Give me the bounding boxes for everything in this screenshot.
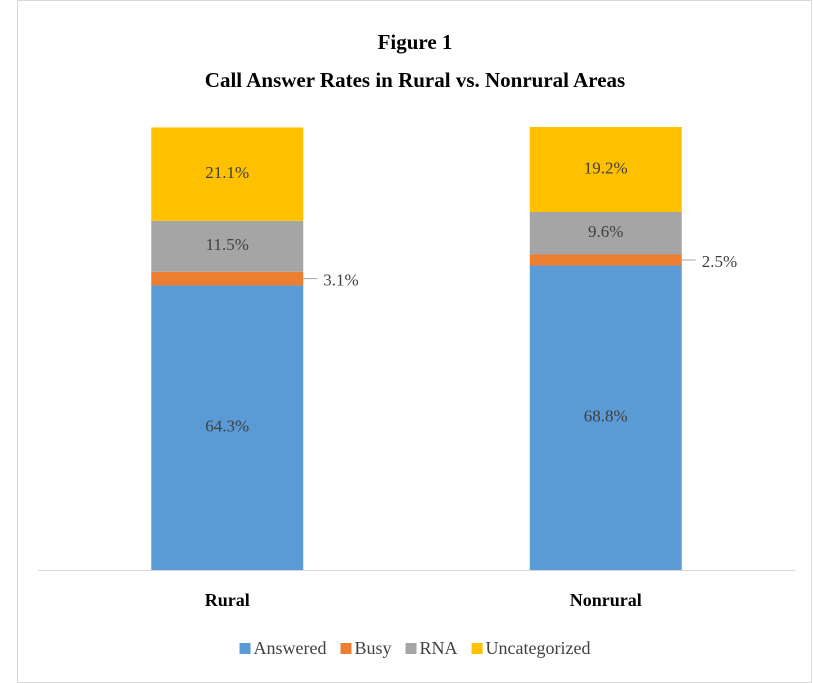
data-label: 9.6% — [588, 222, 623, 241]
data-label: 11.5% — [206, 235, 249, 254]
bar-segment — [151, 271, 304, 286]
legend-label: Answered — [254, 638, 327, 658]
legend-label: Uncategorized — [486, 638, 591, 658]
x-tick-label: Rural — [205, 590, 250, 610]
legend-swatch — [471, 643, 483, 654]
data-label: 68.8% — [584, 407, 628, 426]
bar-segment — [151, 220, 304, 272]
legend-label: Busy — [355, 638, 392, 658]
data-label: 64.3% — [205, 417, 249, 436]
data-label: 21.1% — [205, 163, 249, 182]
legend-label: RNA — [420, 638, 458, 658]
chart-subtitle: Call Answer Rates in Rural vs. Nonrural … — [205, 68, 625, 92]
bar-segment — [529, 265, 682, 570]
data-label: 19.2% — [584, 158, 628, 177]
bar-segment — [529, 254, 682, 266]
bar-segment — [529, 211, 682, 255]
data-label: 3.1% — [323, 270, 358, 289]
bar-segment — [151, 127, 304, 221]
x-tick-label: Nonrural — [570, 590, 642, 610]
chart-frame — [17, 0, 812, 683]
legend-swatch — [405, 643, 417, 654]
bar-segment — [151, 285, 304, 570]
chart-title: Figure 1 — [378, 30, 453, 54]
legend-swatch — [340, 643, 352, 654]
data-label: 2.5% — [702, 252, 737, 271]
bar-segment — [529, 127, 682, 212]
legend-swatch — [239, 643, 251, 654]
